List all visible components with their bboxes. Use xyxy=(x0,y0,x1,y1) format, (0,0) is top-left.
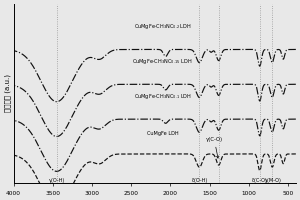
Text: γ(O-H): γ(O-H) xyxy=(49,178,65,183)
Text: CuMgFe-CH$_3$NC$_{0.15}$ LDH: CuMgFe-CH$_3$NC$_{0.15}$ LDH xyxy=(132,57,193,66)
Text: γ(C-O): γ(C-O) xyxy=(206,137,223,158)
Text: δ(C-O): δ(C-O) xyxy=(252,178,268,183)
Text: δ(O-H): δ(O-H) xyxy=(191,178,208,183)
Text: CuMgFe-CH$_3$NC$_{0.1}$ LDH: CuMgFe-CH$_3$NC$_{0.1}$ LDH xyxy=(134,92,192,101)
Text: CuMgFe LDH: CuMgFe LDH xyxy=(147,131,178,136)
Text: CuMgFe-CH$_3$NC$_{0.2}$ LDH: CuMgFe-CH$_3$NC$_{0.2}$ LDH xyxy=(134,22,191,31)
Y-axis label: 相对强度 (a.u.): 相对强度 (a.u.) xyxy=(4,74,11,112)
Text: γ(M-O): γ(M-O) xyxy=(265,178,281,183)
